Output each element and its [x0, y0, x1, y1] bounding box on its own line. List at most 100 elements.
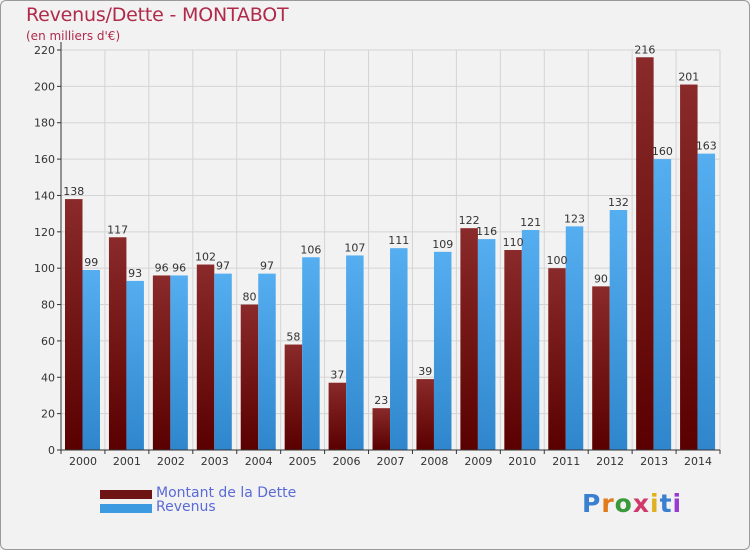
- data-label: 117: [107, 223, 128, 236]
- x-tick-label: 2005: [289, 455, 317, 468]
- bar-debt: [196, 264, 215, 450]
- data-label: 121: [520, 216, 541, 229]
- bar-debt: [240, 304, 259, 450]
- data-label: 39: [418, 365, 432, 378]
- data-label: 123: [564, 212, 585, 225]
- bar-revenus: [390, 248, 408, 450]
- bar-revenus: [521, 230, 540, 450]
- data-label: 80: [242, 291, 256, 304]
- bar-debt: [680, 84, 698, 450]
- bar-revenus: [82, 270, 100, 450]
- bar-debt: [152, 275, 171, 450]
- bar-revenus: [302, 257, 320, 450]
- bar-debt: [460, 228, 478, 450]
- y-tick-label: 100: [34, 262, 55, 275]
- bar-revenus: [653, 159, 672, 450]
- data-label: 97: [260, 260, 274, 273]
- y-tick-label: 140: [34, 189, 55, 202]
- bar-debt: [548, 268, 566, 450]
- data-label: 100: [547, 254, 568, 267]
- data-label: 102: [195, 251, 216, 264]
- x-tick-label: 2008: [420, 455, 448, 468]
- data-label: 96: [155, 261, 169, 274]
- data-label: 132: [608, 196, 629, 209]
- x-tick-label: 2013: [640, 455, 668, 468]
- bar-revenus: [126, 280, 144, 450]
- legend-swatch-debt: [100, 490, 152, 499]
- data-label: 93: [128, 267, 142, 280]
- x-tick-label: 2006: [333, 455, 361, 468]
- chart-title: Revenus/Dette - MONTABOT: [26, 4, 289, 26]
- x-tick-label: 2004: [245, 455, 273, 468]
- data-label: 106: [300, 243, 321, 256]
- x-tick-label: 2009: [464, 455, 492, 468]
- proxiti-logo: Proxiti: [582, 489, 682, 518]
- x-tick-label: 2002: [157, 455, 185, 468]
- y-tick-label: 200: [34, 80, 55, 93]
- y-tick-label: 120: [34, 226, 55, 239]
- legend-label-revenus: Revenus: [156, 499, 216, 515]
- bar-debt: [416, 379, 434, 450]
- logo-letter: r: [601, 489, 615, 518]
- y-tick-label: 40: [41, 371, 55, 384]
- data-label: 116: [476, 225, 497, 238]
- x-tick-label: 2011: [552, 455, 580, 468]
- bar-debt: [108, 237, 127, 450]
- y-tick-label: 20: [41, 408, 55, 421]
- data-label: 109: [432, 238, 453, 251]
- y-tick-label: 160: [34, 153, 55, 166]
- data-label: 99: [84, 256, 98, 269]
- data-label: 107: [344, 241, 365, 254]
- logo-letter: P: [582, 489, 602, 518]
- y-tick-label: 220: [34, 44, 55, 57]
- data-label: 122: [459, 214, 480, 227]
- data-label: 110: [503, 236, 524, 249]
- y-tick-label: 80: [41, 299, 55, 312]
- bar-debt: [372, 408, 391, 450]
- bar-revenus: [170, 275, 188, 450]
- data-label: 23: [374, 394, 388, 407]
- x-tick-label: 2012: [596, 455, 624, 468]
- logo-letter: t: [659, 489, 673, 518]
- bar-revenus: [477, 239, 496, 450]
- bar-revenus: [565, 226, 584, 450]
- data-label: 96: [172, 261, 186, 274]
- data-label: 111: [388, 234, 409, 247]
- data-label: 163: [696, 140, 717, 153]
- bar-debt: [65, 199, 83, 450]
- legend-label-debt: Montant de la Dette: [156, 485, 297, 501]
- legend-swatch-revenus: [100, 504, 152, 513]
- bar-debt: [504, 250, 522, 450]
- bar-debt: [592, 286, 610, 450]
- bar-revenus: [346, 255, 364, 450]
- data-label: 37: [330, 369, 344, 382]
- y-tick-label: 180: [34, 117, 55, 130]
- data-label: 58: [286, 331, 300, 344]
- logo-letter: o: [614, 489, 633, 518]
- x-tick-label: 2000: [69, 455, 97, 468]
- data-label: 216: [634, 43, 655, 56]
- x-tick-label: 2010: [508, 455, 536, 468]
- logo-letter: i: [650, 489, 660, 518]
- y-tick-label: 0: [48, 444, 55, 457]
- data-label: 160: [652, 145, 673, 158]
- bar-revenus: [697, 153, 716, 451]
- data-label: 90: [594, 272, 608, 285]
- chart-subtitle: (en milliers d'€): [26, 29, 121, 43]
- logo-letter: x: [632, 489, 650, 518]
- bar-debt: [284, 344, 303, 450]
- bar-debt: [328, 382, 347, 450]
- bar-revenus: [609, 210, 628, 450]
- logo-letter: i: [672, 489, 683, 518]
- y-tick-label: 60: [41, 335, 55, 348]
- bar-revenus: [258, 273, 276, 450]
- x-tick-label: 2001: [113, 455, 141, 468]
- data-label: 201: [678, 71, 699, 84]
- bar-revenus: [433, 251, 452, 450]
- data-label: 97: [216, 260, 230, 273]
- bar-revenus: [214, 273, 232, 450]
- x-tick-label: 2007: [377, 455, 405, 468]
- data-label: 138: [63, 185, 84, 198]
- bar-debt: [636, 57, 654, 450]
